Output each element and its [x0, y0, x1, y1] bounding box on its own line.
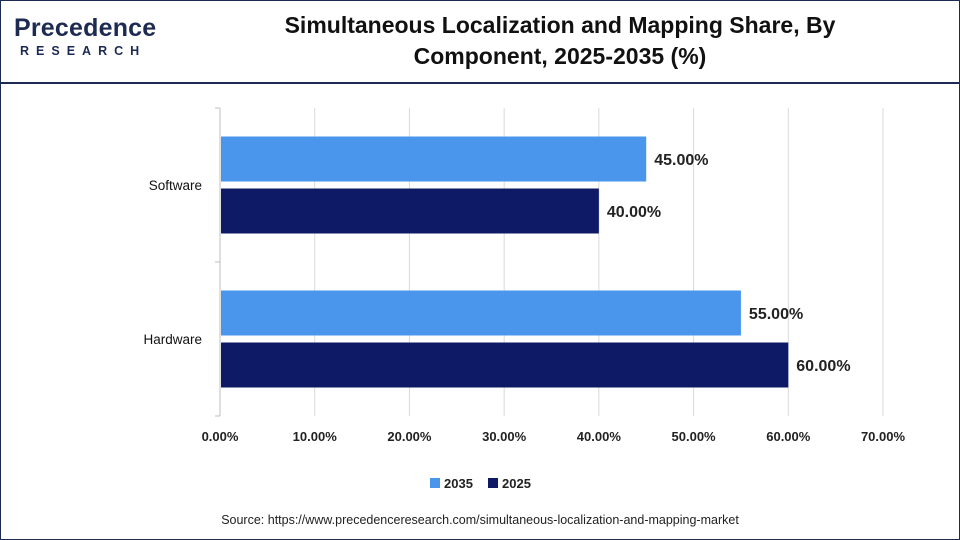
legend-label: 2035 [444, 476, 473, 491]
source-note: Source: https://www.precedenceresearch.c… [221, 513, 739, 527]
data-label: 40.00% [607, 204, 661, 221]
x-tick-label: 30.00% [482, 429, 527, 444]
data-label: 60.00% [796, 358, 850, 375]
brand-logo: Precedence RESEARCH [14, 14, 164, 66]
x-tick-label: 50.00% [672, 429, 717, 444]
x-tick-label: 40.00% [577, 429, 622, 444]
x-tick-label: 10.00% [293, 429, 338, 444]
chart-title-line-2: Component, 2025-2035 (%) [413, 43, 707, 69]
x-tick-label: 0.00% [202, 429, 239, 444]
data-label: 55.00% [749, 306, 803, 323]
header: Precedence RESEARCH Simultaneous Localiz… [0, 0, 960, 84]
legend-label: 2025 [502, 476, 531, 491]
category-label: Software [149, 178, 202, 193]
bar-2035-hardware [221, 290, 741, 336]
legend-swatch-2025 [488, 478, 498, 488]
legend-swatch-2035 [430, 478, 440, 488]
chart-title-line-1: Simultaneous Localization and Mapping Sh… [284, 12, 836, 38]
bar-chart: 0.00% 10.00% 20.00% 30.00% 40.00% 50.00% 60.00… [143, 107, 906, 491]
bar-2035-software [221, 136, 647, 182]
logo-wordmark: Precedence [14, 14, 157, 42]
x-tick-label: 60.00% [766, 429, 811, 444]
logo-subtitle: RESEARCH [20, 44, 147, 58]
bar-2025-hardware [221, 342, 789, 388]
category-label: Hardware [143, 332, 202, 347]
bar-2025-software [221, 188, 599, 234]
chart-title: Simultaneous Localization and Mapping Sh… [200, 10, 920, 72]
x-tick-label: 20.00% [387, 429, 432, 444]
x-tick-label: 70.00% [861, 429, 906, 444]
data-label: 45.00% [654, 152, 708, 169]
